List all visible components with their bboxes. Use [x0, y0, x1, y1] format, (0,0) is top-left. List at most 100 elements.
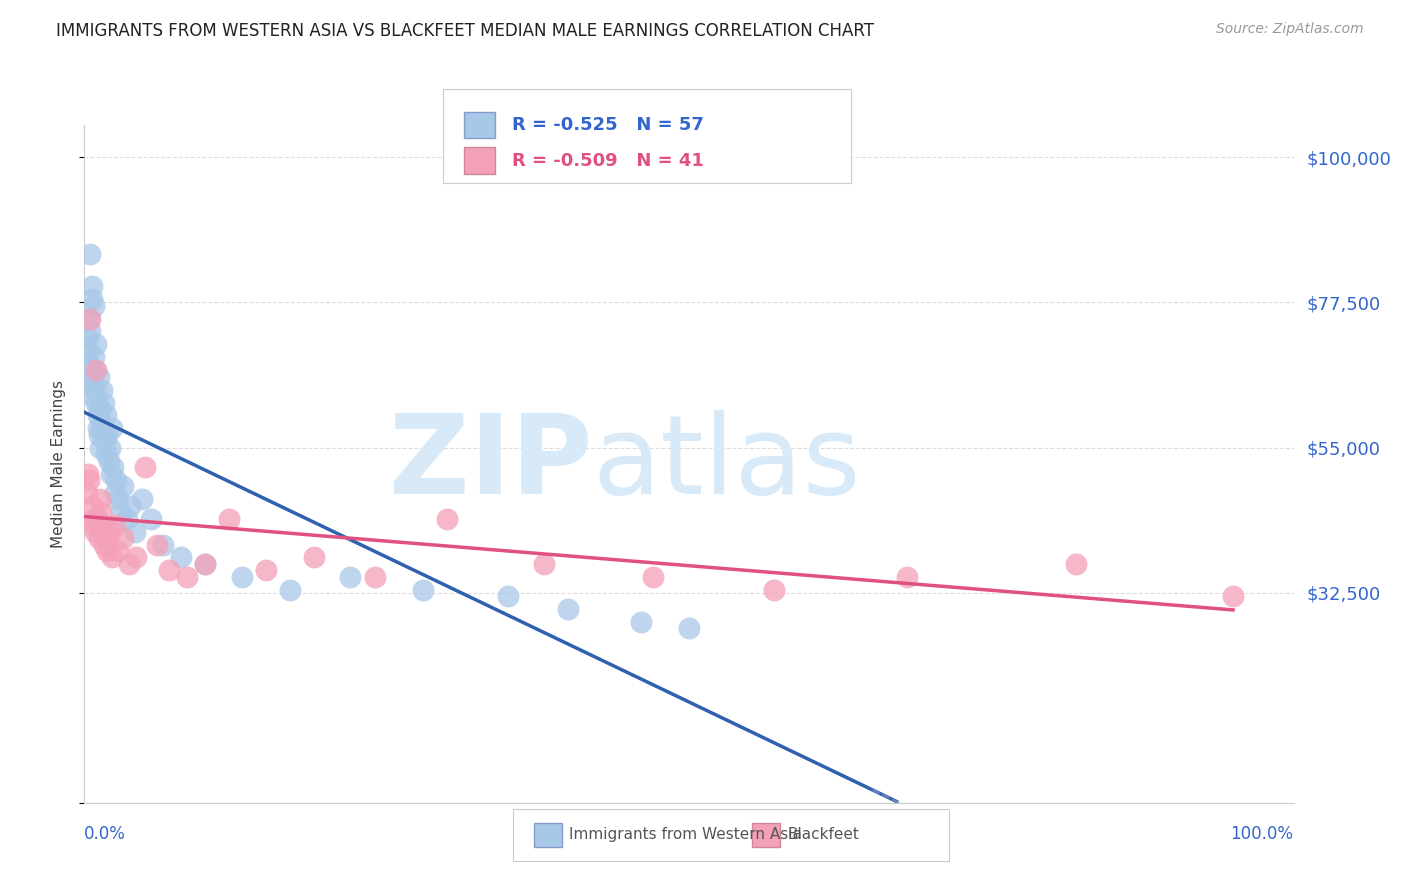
Text: Immigrants from Western Asia: Immigrants from Western Asia [569, 828, 803, 842]
Point [94, 409, 117, 423]
Text: ZIP: ZIP [389, 410, 592, 517]
Point [87, 369, 110, 384]
Point [641, 570, 664, 584]
Point [101, 421, 124, 435]
Point [630, 615, 652, 629]
Point [79, 247, 101, 261]
Point [86, 395, 108, 409]
Point [79, 311, 101, 326]
Point [77, 467, 100, 481]
Point [93, 395, 115, 409]
Y-axis label: Median Male Earnings: Median Male Earnings [51, 380, 66, 548]
Point [89, 401, 111, 416]
Point [170, 550, 193, 565]
Point [87, 531, 110, 545]
Point [124, 524, 146, 539]
Point [118, 557, 141, 571]
Point [83, 518, 105, 533]
Point [86, 512, 108, 526]
Point [86, 421, 108, 435]
Point [96, 427, 118, 442]
Point [86, 337, 108, 351]
Text: R = -0.525   N = 57: R = -0.525 N = 57 [512, 116, 703, 134]
Point [79, 325, 101, 339]
Point [94, 434, 117, 449]
Point [176, 570, 198, 584]
Point [115, 512, 138, 526]
Point [96, 544, 118, 558]
Point [91, 421, 114, 435]
Point [103, 460, 125, 475]
Point [278, 582, 301, 597]
Point [1222, 589, 1244, 603]
Point [363, 570, 385, 584]
Point [76, 486, 98, 500]
Point [82, 389, 104, 403]
Point [139, 512, 162, 526]
Point [152, 537, 174, 551]
Point [134, 460, 156, 475]
Point [120, 499, 142, 513]
Point [93, 537, 115, 551]
Point [101, 550, 124, 565]
Text: R = -0.509   N = 41: R = -0.509 N = 41 [512, 152, 703, 169]
Text: 100.0%: 100.0% [1230, 825, 1294, 843]
Text: atlas: atlas [592, 410, 860, 517]
Point [112, 531, 135, 545]
Point [496, 589, 519, 603]
Point [412, 582, 434, 597]
Point [533, 557, 555, 571]
Point [678, 622, 700, 636]
Point [76, 369, 98, 384]
Text: Blackfeet: Blackfeet [787, 828, 859, 842]
Point [82, 512, 104, 526]
Point [94, 447, 117, 461]
Point [218, 512, 240, 526]
Point [83, 299, 105, 313]
Text: IMMIGRANTS FROM WESTERN ASIA VS BLACKFEET MEDIAN MALE EARNINGS CORRELATION CHART: IMMIGRANTS FROM WESTERN ASIA VS BLACKFEE… [56, 22, 875, 40]
Point [254, 563, 277, 577]
Point [94, 518, 117, 533]
Point [86, 409, 108, 423]
Point [84, 363, 107, 377]
Point [157, 563, 180, 577]
Text: Source: ZipAtlas.com: Source: ZipAtlas.com [1216, 22, 1364, 37]
Point [231, 570, 253, 584]
Point [131, 492, 153, 507]
Point [84, 524, 107, 539]
Point [77, 311, 100, 326]
Point [98, 524, 121, 539]
Point [83, 351, 105, 365]
Point [107, 492, 129, 507]
Point [557, 602, 579, 616]
Point [762, 582, 785, 597]
Point [107, 544, 129, 558]
Point [110, 505, 132, 519]
Point [90, 505, 112, 519]
Point [112, 479, 135, 493]
Point [86, 363, 108, 377]
Point [90, 415, 112, 429]
Point [125, 550, 148, 565]
Point [339, 570, 361, 584]
Point [896, 570, 918, 584]
Point [89, 492, 111, 507]
Point [194, 557, 217, 571]
Point [104, 473, 127, 487]
Point [77, 331, 100, 345]
Point [80, 279, 103, 293]
Point [84, 383, 107, 397]
Point [77, 473, 100, 487]
Point [89, 441, 111, 455]
Point [97, 453, 120, 467]
Point [1064, 557, 1087, 571]
Point [80, 292, 103, 306]
Point [302, 550, 325, 565]
Point [80, 499, 103, 513]
Point [82, 376, 104, 391]
Point [98, 441, 121, 455]
Point [100, 467, 122, 481]
Point [146, 537, 169, 551]
Point [104, 486, 127, 500]
Point [91, 524, 114, 539]
